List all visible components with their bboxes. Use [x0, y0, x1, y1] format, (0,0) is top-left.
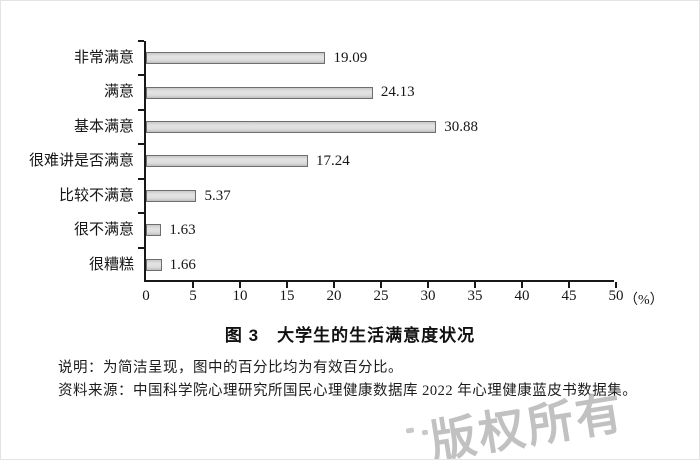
- value-label: 24.13: [380, 84, 415, 101]
- x-axis-unit-label: （%）: [624, 293, 664, 308]
- value-label: 1.63: [169, 222, 196, 239]
- value-label: 1.66: [169, 256, 196, 273]
- x-axis-tick: [239, 282, 241, 288]
- category-label: 基本满意: [73, 118, 134, 135]
- x-axis-tick: [333, 282, 335, 288]
- bar-row: 很难讲是否满意 17.24: [29, 144, 614, 178]
- x-axis-tick: [380, 282, 382, 288]
- category-label: 很难讲是否满意: [28, 153, 134, 170]
- y-axis-tick: [138, 143, 144, 146]
- category-label: 很糟糕: [88, 256, 134, 273]
- source-line: 资料来源：中国科学院心理研究所国民心理健康数据库 2022 年心理健康蓝皮书数据…: [58, 383, 638, 399]
- x-axis-tick-label: 35: [467, 288, 483, 304]
- bar: [146, 121, 437, 134]
- x-axis-tick-label: 10: [232, 288, 248, 304]
- value-label: 17.24: [316, 153, 350, 170]
- x-axis-tick: [192, 282, 194, 288]
- value-label: 19.09: [333, 50, 368, 66]
- x-axis-tick: [568, 282, 570, 288]
- x-axis-tick: [286, 282, 288, 288]
- x-axis-tick-label: 15: [279, 288, 295, 304]
- bar-row: 很糟糕 1.66: [89, 248, 614, 282]
- bar: [146, 155, 309, 168]
- category-label: 非常满意: [73, 50, 134, 66]
- y-axis-tick: [138, 74, 144, 77]
- category-label: 满意: [103, 84, 134, 101]
- x-axis-tick: [521, 282, 523, 288]
- plot-area: （%） 非常满意 19.09 满意 24.13 基本满意 30.88 很难讲是否满意 17.2…: [29, 40, 664, 308]
- bar-row: 非常满意 19.09: [74, 41, 614, 75]
- y-axis-tick: [138, 40, 144, 42]
- watermark-fragment: [421, 429, 429, 436]
- category-label: 比较不满意: [58, 187, 134, 204]
- x-axis-tick-label: 25: [373, 288, 389, 304]
- chart-title: 图 3 大学生的生活满意度状况: [224, 326, 476, 345]
- bar: [146, 224, 162, 237]
- x-axis-tick-label: 5: [189, 288, 197, 304]
- x-axis-tick-label: 45: [561, 288, 577, 304]
- x-axis-tick-label: 20: [326, 288, 342, 304]
- value-label: 30.88: [444, 118, 479, 135]
- y-axis-tick: [138, 212, 144, 215]
- note-line: 说明：为简洁呈现，图中的百分比均为有效百分比。: [58, 360, 403, 376]
- bar-row: 满意 24.13: [104, 75, 614, 109]
- watermark-fragment: [405, 427, 415, 434]
- bar-row: 很不满意 1.63: [74, 213, 614, 247]
- bar: [146, 189, 197, 202]
- x-axis-tick: [615, 282, 617, 288]
- x-axis-tick-label: 50: [608, 288, 624, 304]
- x-axis-tick-label: 0: [142, 288, 150, 304]
- value-label: 5.37: [204, 187, 231, 204]
- y-axis-tick: [138, 177, 144, 180]
- bar: [146, 86, 373, 99]
- y-axis-tick: [138, 246, 144, 249]
- bar: [146, 258, 162, 271]
- category-label: 很不满意: [73, 222, 134, 239]
- bar-row: 基本满意 30.88: [74, 110, 614, 144]
- bar: [146, 52, 326, 65]
- y-axis-tick: [138, 108, 144, 111]
- x-axis-tick-label: 40: [514, 288, 530, 304]
- x-axis-tick-label: 30: [420, 288, 436, 304]
- x-axis-tick: [474, 282, 476, 288]
- x-axis-tick: [427, 282, 429, 288]
- bar-row: 比较不满意 5.37: [59, 179, 614, 213]
